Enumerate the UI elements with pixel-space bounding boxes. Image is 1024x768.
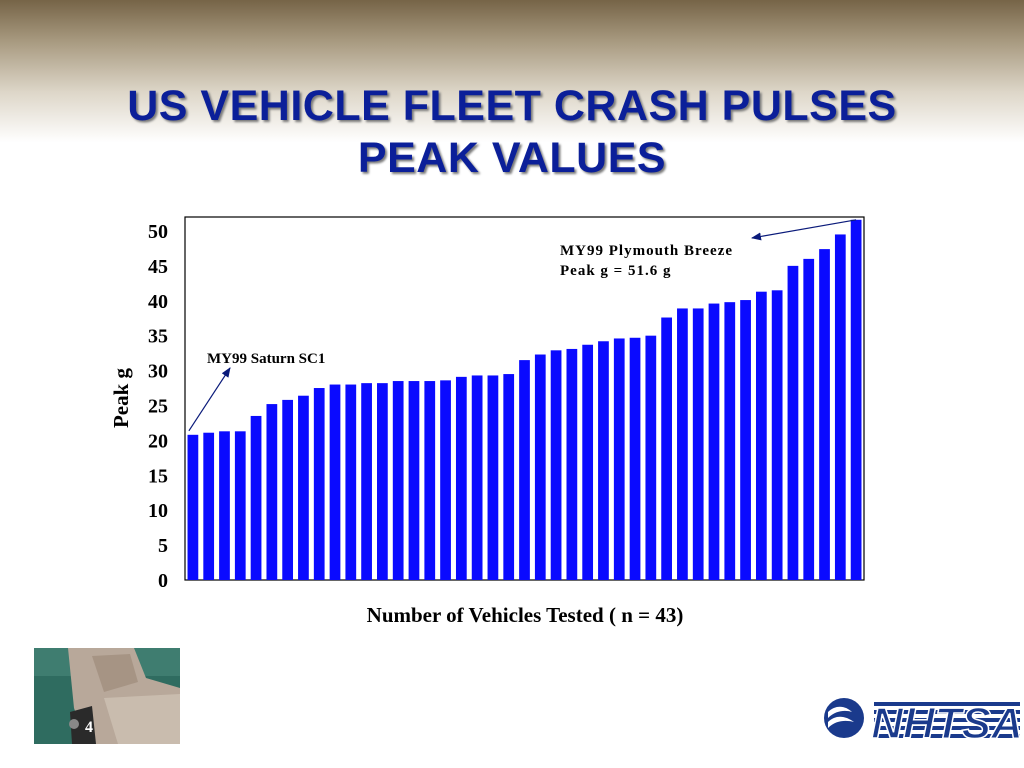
bar-33 xyxy=(692,308,704,580)
slide-title: US VEHICLE FLEET CRASH PULSES PEAK VALUE… xyxy=(0,80,1024,184)
bar-series xyxy=(187,219,862,581)
bar-31 xyxy=(661,317,672,580)
bar-19 xyxy=(471,375,483,580)
bar-12 xyxy=(361,383,372,580)
bar-6 xyxy=(266,404,278,580)
annotation-label: MY99 Plymouth Breeze xyxy=(560,243,733,259)
bar-21 xyxy=(503,374,515,580)
bar-10 xyxy=(329,384,341,580)
bar-24 xyxy=(550,350,562,580)
annotation-arrow xyxy=(751,219,857,241)
y-axis-ticks: 0 5 10 15 20 25 30 35 40 45 50 xyxy=(148,221,168,592)
bar-3 xyxy=(219,431,230,580)
bar-14 xyxy=(392,381,404,580)
bar-36 xyxy=(740,300,751,580)
bar-7 xyxy=(282,399,294,580)
bar-23 xyxy=(534,354,546,580)
title-line-1: US VEHICLE FLEET CRASH PULSES xyxy=(127,82,897,130)
bar-35 xyxy=(724,302,736,580)
y-tick-label: 35 xyxy=(148,326,168,348)
y-tick-label: 45 xyxy=(148,256,168,278)
bar-25 xyxy=(566,348,578,580)
bar-2 xyxy=(203,432,215,580)
bar-20 xyxy=(487,375,499,580)
header-gradient xyxy=(0,0,1024,230)
bar-43 xyxy=(850,219,862,581)
bar-18 xyxy=(455,376,467,580)
bar-40 xyxy=(803,258,815,580)
page-number: 4 xyxy=(85,719,93,736)
bar-30 xyxy=(645,335,657,580)
y-axis-label: Peak g xyxy=(109,367,133,428)
y-tick-label: 10 xyxy=(148,500,168,522)
bar-41 xyxy=(819,249,830,581)
bar-16 xyxy=(424,381,436,580)
bar-37 xyxy=(755,291,767,580)
bar-9 xyxy=(313,388,325,580)
bar-8 xyxy=(298,395,309,580)
y-tick-label: 50 xyxy=(148,221,168,243)
y-tick-label: 30 xyxy=(148,361,168,383)
chart-annotations: MY99 Saturn SC1 MY99 Plymouth Breeze Peak … xyxy=(188,219,857,432)
bar-4 xyxy=(234,431,246,580)
bar-5 xyxy=(250,415,262,580)
bar-22 xyxy=(519,360,530,580)
bar-17 xyxy=(440,380,451,580)
bar-29 xyxy=(629,337,641,580)
bar-11 xyxy=(345,384,357,580)
annotation-label: MY99 Saturn SC1 xyxy=(207,351,325,367)
y-tick-label: 25 xyxy=(148,395,168,417)
y-tick-label: 40 xyxy=(148,291,168,313)
y-tick-label: 20 xyxy=(148,430,168,452)
bar-1 xyxy=(187,434,199,580)
bar-15 xyxy=(408,381,420,580)
y-tick-label: 0 xyxy=(158,570,168,592)
bar-28 xyxy=(613,338,625,580)
bar-42 xyxy=(834,234,846,580)
bar-38 xyxy=(771,290,783,580)
bar-34 xyxy=(708,303,720,580)
bar-27 xyxy=(598,341,609,580)
bar-39 xyxy=(787,265,799,580)
x-axis-label: Number of Vehicles Tested ( n = 43) xyxy=(367,603,684,627)
bar-26 xyxy=(582,344,594,580)
nhtsa-logo: NHTSA xyxy=(822,692,1024,749)
title-line-2: PEAK VALUES xyxy=(357,134,667,182)
bar-32 xyxy=(677,308,688,580)
seat-photo-image: 4 xyxy=(34,648,180,744)
y-tick-label: 15 xyxy=(148,465,168,487)
annotation-arrow xyxy=(188,367,231,432)
bar-13 xyxy=(377,383,388,580)
seat-photo-thumbnail: 4 xyxy=(34,648,180,744)
nhtsa-logo-text: NHTSA xyxy=(871,699,1022,748)
y-tick-label: 5 xyxy=(158,535,168,557)
annotation-label: Peak g = 51.6 g xyxy=(560,263,671,279)
nhtsa-logo-image: NHTSA xyxy=(824,698,1024,749)
